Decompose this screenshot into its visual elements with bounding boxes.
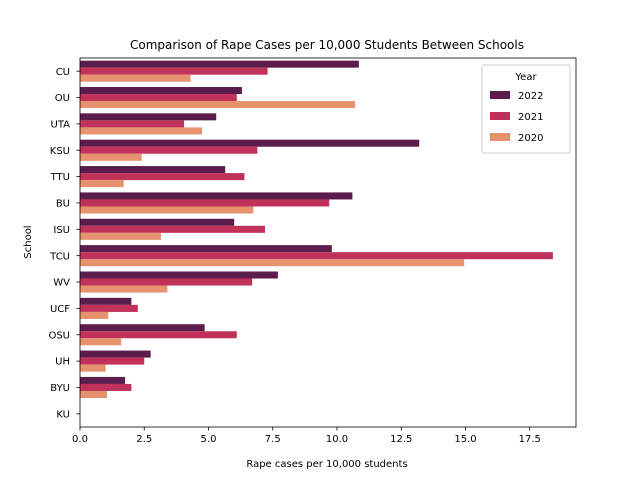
y-tick-label-ku: KU bbox=[56, 409, 70, 420]
bar-bu-2020 bbox=[80, 206, 254, 214]
legend-label-2020: 2020 bbox=[518, 133, 543, 144]
bar-cu-2022 bbox=[80, 60, 359, 68]
bar-ucf-2022 bbox=[80, 297, 132, 305]
bar-uh-2021 bbox=[80, 357, 145, 365]
legend-swatch-2021 bbox=[490, 112, 510, 120]
x-tick-label: 12.5 bbox=[390, 434, 412, 445]
y-tick-label-uh: UH bbox=[55, 357, 70, 368]
bar-uh-2022 bbox=[80, 350, 151, 358]
legend-swatch-2020 bbox=[490, 133, 510, 141]
bar-bu-2022 bbox=[80, 192, 353, 200]
bar-uta-2022 bbox=[80, 113, 217, 121]
legend-box bbox=[481, 64, 571, 154]
bar-ksu-2021 bbox=[80, 146, 258, 154]
bar-uta-2021 bbox=[80, 120, 185, 128]
bar-isu-2022 bbox=[80, 218, 235, 226]
bar-osu-2022 bbox=[80, 324, 205, 332]
legend-title: Year bbox=[514, 72, 537, 83]
x-tick-label: 10.0 bbox=[326, 434, 348, 445]
y-tick-label-osu: OSU bbox=[48, 330, 70, 341]
bar-tcu-2020 bbox=[80, 259, 465, 267]
bar-tcu-2021 bbox=[80, 252, 553, 260]
bar-wv-2020 bbox=[80, 285, 168, 293]
bar-byu-2021 bbox=[80, 383, 132, 391]
y-tick-label-bu: BU bbox=[56, 199, 70, 210]
legend-label-2022: 2022 bbox=[518, 91, 543, 102]
legend-swatch-2022 bbox=[490, 91, 510, 99]
y-tick-label-uta: UTA bbox=[51, 119, 71, 130]
bar-ucf-2021 bbox=[80, 304, 138, 312]
bar-osu-2021 bbox=[80, 331, 237, 339]
axes-layer: 0.0 2.5 5.0 7.5 10.0 12.5 15.0 17.5 CU OU UTA KSU TT… bbox=[48, 57, 577, 445]
bar-ttu-2020 bbox=[80, 180, 124, 188]
bar-ou-2020 bbox=[80, 101, 355, 109]
y-tick-label-byu: BYU bbox=[50, 383, 70, 394]
x-tick-label: 17.5 bbox=[519, 434, 541, 445]
x-tick-label: 15.0 bbox=[454, 434, 476, 445]
bar-ksu-2022 bbox=[80, 139, 420, 147]
chart-title: Comparison of Rape Cases per 10,000 Stud… bbox=[130, 38, 524, 52]
bar-osu-2020 bbox=[80, 338, 122, 346]
bar-tcu-2022 bbox=[80, 245, 332, 253]
y-tick-label-cu: CU bbox=[56, 67, 70, 78]
bar-uh-2020 bbox=[80, 364, 106, 372]
y-axis-title: School bbox=[23, 225, 34, 258]
bar-cu-2020 bbox=[80, 74, 191, 82]
y-tick-label-tcu: TCU bbox=[49, 251, 70, 262]
x-axis-title: Rape cases per 10,000 students bbox=[246, 459, 407, 470]
y-tick-label-ksu: KSU bbox=[50, 146, 70, 157]
y-tick-label-ucf: UCF bbox=[50, 304, 70, 315]
bar-ou-2021 bbox=[80, 94, 237, 102]
bar-wv-2022 bbox=[80, 271, 278, 279]
bar-ttu-2021 bbox=[80, 173, 245, 181]
bar-ttu-2022 bbox=[80, 166, 226, 174]
y-tick-label-wv: WV bbox=[53, 278, 70, 289]
x-tick-label: 2.5 bbox=[136, 434, 152, 445]
bar-ou-2022 bbox=[80, 86, 242, 95]
legend-label-2021: 2021 bbox=[518, 112, 543, 123]
y-tick-label-ttu: TTU bbox=[50, 172, 70, 183]
bar-cu-2021 bbox=[80, 67, 268, 75]
bar-isu-2021 bbox=[80, 225, 266, 233]
x-tick-label: 5.0 bbox=[201, 434, 217, 445]
bar-wv-2021 bbox=[80, 278, 253, 286]
x-tick-label: 0.0 bbox=[72, 434, 88, 445]
plot-frame bbox=[79, 57, 577, 428]
legend: Year 2022 2021 2020 bbox=[481, 64, 571, 154]
bar-byu-2020 bbox=[80, 390, 107, 399]
bars-layer bbox=[80, 60, 553, 399]
bar-isu-2020 bbox=[80, 232, 161, 240]
bar-byu-2022 bbox=[80, 376, 125, 384]
x-tick-label: 7.5 bbox=[265, 434, 281, 445]
bar-ksu-2020 bbox=[80, 153, 142, 161]
bar-bu-2021 bbox=[80, 199, 330, 207]
y-tick-label-ou: OU bbox=[55, 93, 70, 104]
bar-uta-2020 bbox=[80, 127, 203, 135]
y-tick-label-isu: ISU bbox=[53, 225, 70, 236]
bar-ucf-2020 bbox=[80, 311, 109, 319]
